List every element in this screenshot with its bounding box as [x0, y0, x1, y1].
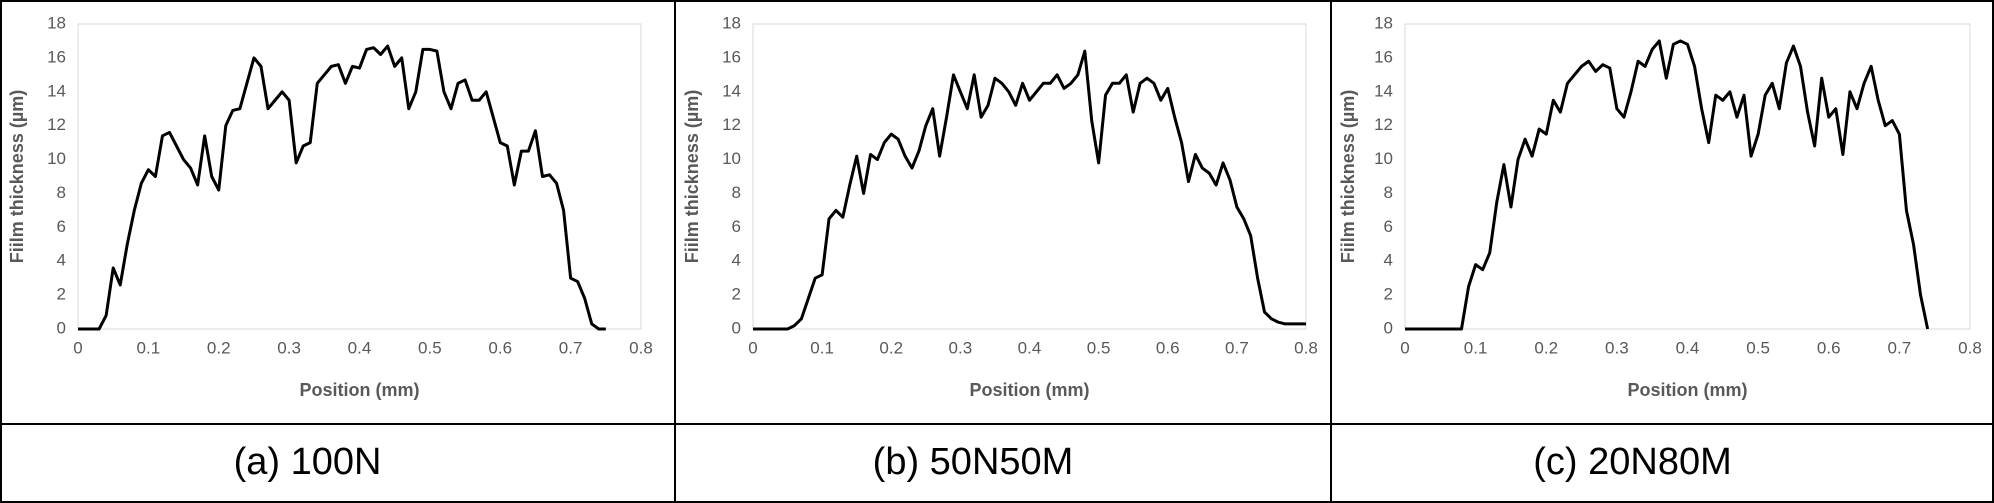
y-tick-label: 12: [722, 115, 741, 134]
y-tick-label: 12: [1374, 115, 1393, 134]
y-tick-label: 18: [722, 13, 741, 32]
y-tick-label: 8: [732, 183, 741, 202]
y-tick-label: 18: [1374, 13, 1393, 32]
y-tick-label: 8: [1384, 183, 1393, 202]
data-line: [78, 44, 606, 331]
x-tick-label: 0.5: [418, 338, 442, 357]
x-tick-label: 0.3: [1605, 338, 1629, 357]
y-tick-label: 6: [732, 217, 741, 236]
x-tick-label: 0.5: [1746, 338, 1770, 357]
x-tick-label: 0: [73, 338, 82, 357]
y-tick-label: 16: [1374, 47, 1393, 66]
x-tick-label: 0.6: [1817, 338, 1841, 357]
y-tick-label: 10: [1374, 149, 1393, 168]
data-line: [1405, 39, 1930, 331]
y-tick-label: 4: [57, 251, 66, 270]
x-tick-label: 0: [748, 338, 757, 357]
x-tick-label: 0.1: [810, 338, 834, 357]
x-tick-label: 0.7: [559, 338, 583, 357]
x-tick-label: 0.5: [1087, 338, 1111, 357]
y-tick-label: 14: [722, 81, 741, 100]
y-tick-label: 4: [1384, 251, 1393, 270]
y-tick-label: 8: [57, 183, 66, 202]
x-tick-label: 0.2: [879, 338, 903, 357]
x-tick-label: 0.4: [1676, 338, 1700, 357]
x-tick-label: 0.4: [1018, 338, 1042, 357]
panel-caption: (b) 50N50M: [873, 441, 1074, 483]
x-tick-label: 0.4: [348, 338, 372, 357]
plot-area: [77, 23, 642, 330]
x-tick-label: 0: [1400, 338, 1409, 357]
x-tick-label: 0.6: [488, 338, 512, 357]
y-tick-label: 10: [722, 149, 741, 168]
y-axis-label: Fiilm thickness (µm): [1338, 90, 1358, 263]
x-tick-label: 0.1: [1464, 338, 1488, 357]
x-tick-label: 0.3: [277, 338, 301, 357]
y-tick-label: 6: [57, 217, 66, 236]
x-tick-label: 0.8: [1294, 338, 1318, 357]
y-tick-label: 0: [1384, 318, 1393, 337]
x-axis-label: Position (mm): [1628, 380, 1748, 400]
x-tick-label: 0.6: [1156, 338, 1180, 357]
y-tick-label: 14: [47, 81, 66, 100]
y-tick-label: 2: [1384, 285, 1393, 304]
y-tick-label: 14: [1374, 81, 1393, 100]
plot-area: [1404, 23, 1971, 330]
x-tick-label: 0.2: [207, 338, 231, 357]
y-tick-label: 2: [732, 285, 741, 304]
x-axis-label: Position (mm): [300, 380, 420, 400]
y-tick-label: 6: [1384, 217, 1393, 236]
y-tick-label: 0: [732, 318, 741, 337]
x-tick-label: 0.8: [629, 338, 653, 357]
y-tick-label: 12: [47, 115, 66, 134]
y-tick-label: 0: [57, 318, 66, 337]
x-tick-label: 0.7: [1888, 338, 1912, 357]
y-tick-label: 4: [732, 251, 741, 270]
x-tick-label: 0.7: [1225, 338, 1249, 357]
y-axis-label: Fiilm thickness (µm): [682, 90, 702, 263]
panel-caption: (c) 20N80M: [1533, 441, 1732, 483]
y-tick-label: 10: [47, 149, 66, 168]
x-axis-label: Position (mm): [970, 380, 1090, 400]
data-line: [753, 49, 1306, 331]
y-tick-label: 16: [47, 47, 66, 66]
y-axis-label: Fiilm thickness (µm): [7, 90, 27, 263]
panel-caption: (a) 100N: [234, 441, 382, 483]
plot-area: [752, 23, 1307, 330]
x-tick-label: 0.1: [137, 338, 161, 357]
y-tick-label: 2: [57, 285, 66, 304]
x-tick-label: 0.2: [1534, 338, 1558, 357]
y-tick-label: 16: [722, 47, 741, 66]
y-tick-label: 18: [47, 13, 66, 32]
x-tick-label: 0.8: [1958, 338, 1982, 357]
x-tick-label: 0.3: [949, 338, 973, 357]
